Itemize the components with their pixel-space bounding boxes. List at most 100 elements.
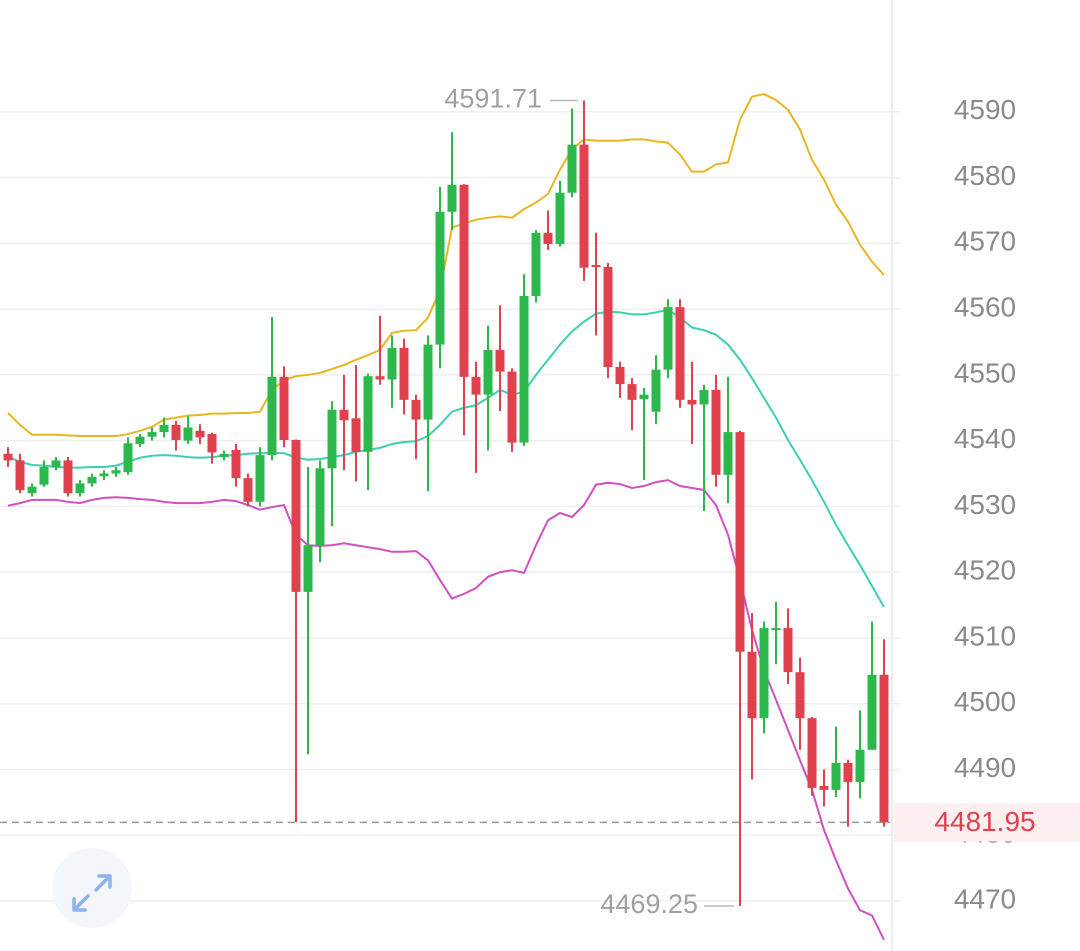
candle-body [375,376,385,380]
candle-body [591,265,601,268]
candle-body [615,366,625,385]
candle-body [291,439,301,592]
candle-body [51,460,61,467]
bands [7,92,885,941]
y-tick-label: 4510 [954,620,1016,651]
candle-body [147,432,157,437]
candle-body [3,453,13,461]
candle-body [363,376,373,452]
candle-body [75,483,85,494]
grid [0,111,900,902]
candles [3,100,889,906]
candle-body [303,545,313,592]
candle-body [111,470,121,474]
candle-body [507,371,517,443]
candle-body [87,476,97,484]
y-tick-label: 4560 [954,291,1016,322]
candle-body [471,376,481,395]
candle-body [459,184,469,377]
candle-body [135,436,145,444]
candle-body [315,468,325,546]
candle-body [339,409,349,421]
candle-body [519,295,529,443]
expand-button-bg[interactable] [52,848,132,928]
candle-body [711,390,721,475]
candle-body [123,443,133,473]
candle-body [795,672,805,719]
candle-body [807,718,817,788]
candle-body [639,394,649,400]
candle-body [675,307,685,400]
candle-body [27,486,37,494]
band-line [7,308,885,608]
candle-body [747,651,757,719]
y-tick-label: 4530 [954,489,1016,520]
expand-button[interactable] [52,848,132,928]
candle-body [663,307,673,370]
candle-body [699,390,709,405]
candle-body [483,349,493,395]
candle-body [855,749,865,782]
candle-body [351,418,361,452]
candle-body [15,460,25,490]
candle-body [327,409,337,469]
candle-body [267,376,277,456]
candle-body [207,434,217,453]
candle-body [543,232,553,244]
candle-body [843,762,853,782]
y-tick-label: 4470 [954,883,1016,914]
candle-body [735,432,745,652]
y-tick-label: 4500 [954,686,1016,717]
candle-body [435,211,445,345]
candle-body [567,144,577,193]
candle-body [63,460,73,494]
y-axis: 4470448044904500451045204530454045504560… [954,94,1016,914]
max-label: 4591.71 [444,84,542,114]
last-price-bg [894,803,1080,842]
y-tick-label: 4490 [954,752,1016,783]
candle-body [651,369,661,412]
candle-body [579,144,589,268]
candle-body [867,674,877,750]
annotations: 4591.71 4469.25 4481.95 [0,84,1080,919]
candle-body [759,628,769,719]
candle-body [195,430,205,438]
candle-body [231,449,241,479]
candle-body [495,349,505,372]
candle-body [687,399,697,405]
y-tick-label: 4540 [954,423,1016,454]
y-tick-label: 4580 [954,160,1016,191]
candle-body [255,455,265,502]
candle-body [831,762,841,790]
candle-body [411,399,421,420]
y-tick-label: 4570 [954,226,1016,257]
candle-body [879,674,889,823]
min-label: 4469.25 [600,889,698,919]
candle-body [723,432,733,475]
candle-body [99,473,109,477]
candle-body [819,785,829,790]
band-line [7,92,885,438]
candle-body [183,427,193,441]
candle-body [171,424,181,440]
y-tick-label: 4550 [954,357,1016,388]
y-tick-label: 4590 [954,94,1016,125]
candle-body [603,267,613,367]
candle-body [447,184,457,212]
candle-body [399,347,409,400]
candle-body [387,347,397,380]
last-price-label: 4481.95 [934,806,1035,837]
candle-body [531,232,541,296]
expand-icon[interactable] [72,874,112,912]
candle-body [39,466,49,485]
candle-body [219,453,229,458]
candle-body [159,424,169,433]
candle-body [771,628,781,631]
candle-body [243,478,253,502]
candle-body [627,384,637,400]
candle-body [279,376,289,440]
candle-body [423,344,433,420]
candle-body [555,192,565,244]
